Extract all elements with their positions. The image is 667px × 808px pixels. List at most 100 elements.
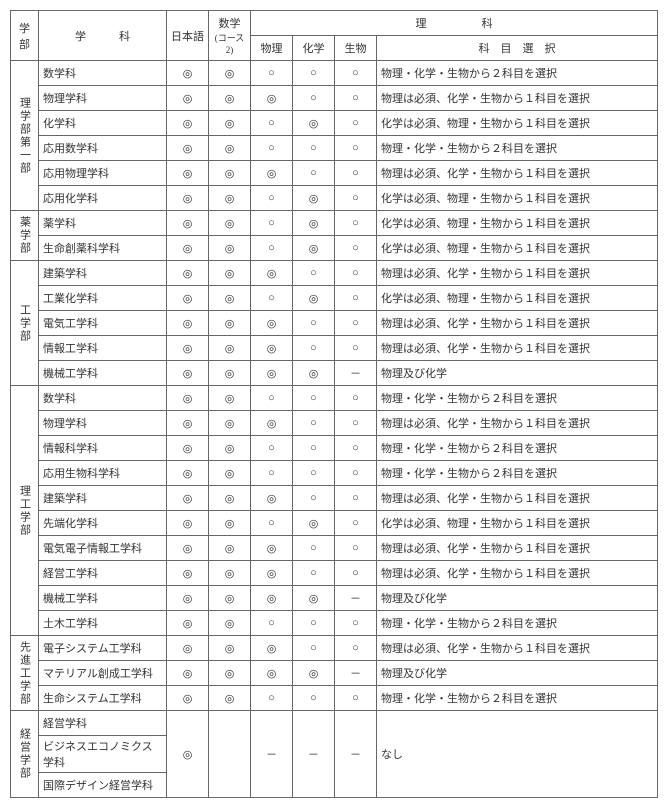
chem-cell: ○	[293, 461, 335, 486]
hdr-math-sub: (コース2)	[215, 33, 245, 55]
bio-cell: －	[335, 361, 377, 386]
math-cell: ◎	[209, 486, 251, 511]
table-row: 経営学部経営学科◎－－－なし	[11, 711, 658, 736]
selection-cell: 化学は必須、物理・生物から１科目を選択	[377, 186, 658, 211]
hdr-selection: 科 目 選 択	[377, 36, 658, 61]
selection-cell: 物理及び化学	[377, 586, 658, 611]
table-row: 生命創薬科学科◎◎○◎○化学は必須、物理・生物から１科目を選択	[11, 236, 658, 261]
bio-cell: ○	[335, 386, 377, 411]
bio-cell: ○	[335, 186, 377, 211]
chem-cell: ○	[293, 311, 335, 336]
dept-cell: 機械工学科	[39, 586, 167, 611]
bio-cell: －	[335, 711, 377, 798]
selection-cell: 物理は必須、化学・生物から１科目を選択	[377, 336, 658, 361]
hdr-math-top: 数学	[219, 18, 241, 30]
jp-cell: ◎	[167, 286, 209, 311]
phy-cell: －	[251, 711, 293, 798]
dept-cell: 電気電子情報工学科	[39, 536, 167, 561]
phy-cell: ◎	[251, 661, 293, 686]
math-cell: ◎	[209, 561, 251, 586]
jp-cell: ◎	[167, 661, 209, 686]
table-row: 応用数学科◎◎○○○物理・化学・生物から２科目を選択	[11, 136, 658, 161]
math-cell: ◎	[209, 611, 251, 636]
jp-cell: ◎	[167, 636, 209, 661]
hdr-math: 数学 (コース2)	[209, 11, 251, 61]
math-cell: ◎	[209, 386, 251, 411]
math-cell: ◎	[209, 436, 251, 461]
selection-cell: 物理は必須、化学・生物から１科目を選択	[377, 86, 658, 111]
bio-cell: ○	[335, 261, 377, 286]
phy-cell: ○	[251, 386, 293, 411]
table-row: 工学部建築学科◎◎◎○○物理は必須、化学・生物から１科目を選択	[11, 261, 658, 286]
jp-cell: ◎	[167, 436, 209, 461]
math-cell: ◎	[209, 511, 251, 536]
selection-cell: 物理及び化学	[377, 361, 658, 386]
chem-cell: ○	[293, 136, 335, 161]
table-row: 薬学部薬学科◎◎○◎○化学は必須、物理・生物から１科目を選択	[11, 211, 658, 236]
chem-cell: ◎	[293, 186, 335, 211]
selection-cell: 物理・化学・生物から２科目を選択	[377, 61, 658, 86]
chem-cell: ○	[293, 86, 335, 111]
bio-cell: ○	[335, 686, 377, 711]
faculty-cell: 経営学部	[11, 711, 39, 798]
bio-cell: ○	[335, 411, 377, 436]
math-cell: ◎	[209, 61, 251, 86]
selection-cell: 物理・化学・生物から２科目を選択	[377, 386, 658, 411]
chem-cell: ○	[293, 161, 335, 186]
chem-cell: ◎	[293, 236, 335, 261]
jp-cell: ◎	[167, 311, 209, 336]
bio-cell: ○	[335, 111, 377, 136]
phy-cell: ○	[251, 611, 293, 636]
math-cell: ◎	[209, 586, 251, 611]
table-row: 先進工学部電子システム工学科◎◎◎○○物理は必須、化学・生物から１科目を選択	[11, 636, 658, 661]
jp-cell: ◎	[167, 261, 209, 286]
bio-cell: ○	[335, 511, 377, 536]
chem-cell: ○	[293, 561, 335, 586]
table-row: 建築学科◎◎◎○○物理は必須、化学・生物から１科目を選択	[11, 486, 658, 511]
jp-cell: ◎	[167, 211, 209, 236]
chem-cell: ◎	[293, 111, 335, 136]
phy-cell: ○	[251, 511, 293, 536]
selection-cell: 物理・化学・生物から２科目を選択	[377, 611, 658, 636]
table-row: 情報工学科◎◎◎○○物理は必須、化学・生物から１科目を選択	[11, 336, 658, 361]
math-cell: ◎	[209, 411, 251, 436]
table-row: 生命システム工学科◎◎○○○物理・化学・生物から２科目を選択	[11, 686, 658, 711]
chem-cell: ○	[293, 261, 335, 286]
math-cell: ◎	[209, 636, 251, 661]
phy-cell: ◎	[251, 336, 293, 361]
bio-cell: ○	[335, 61, 377, 86]
jp-cell: ◎	[167, 111, 209, 136]
dept-cell: 国際デザイン経営学科	[39, 773, 167, 798]
dept-cell: 応用生物科学科	[39, 461, 167, 486]
hdr-department: 学 科	[39, 11, 167, 61]
selection-cell: 物理・化学・生物から２科目を選択	[377, 686, 658, 711]
dept-cell: 数学科	[39, 61, 167, 86]
selection-cell: 化学は必須、物理・生物から１科目を選択	[377, 211, 658, 236]
jp-cell: ◎	[167, 186, 209, 211]
math-cell	[209, 711, 251, 798]
selection-cell: 物理及び化学	[377, 661, 658, 686]
chem-cell: ○	[293, 411, 335, 436]
table-row: 機械工学科◎◎◎◎－物理及び化学	[11, 586, 658, 611]
jp-cell: ◎	[167, 711, 209, 798]
selection-cell: 化学は必須、物理・生物から１科目を選択	[377, 286, 658, 311]
dept-cell: 先端化学科	[39, 511, 167, 536]
hdr-science: 理 科	[251, 11, 658, 36]
chem-cell: ○	[293, 436, 335, 461]
dept-cell: 薬学科	[39, 211, 167, 236]
selection-cell: 物理は必須、化学・生物から１科目を選択	[377, 161, 658, 186]
selection-cell: 物理・化学・生物から２科目を選択	[377, 136, 658, 161]
selection-cell: 物理・化学・生物から２科目を選択	[377, 461, 658, 486]
selection-cell: 物理は必須、化学・生物から１科目を選択	[377, 261, 658, 286]
math-cell: ◎	[209, 336, 251, 361]
bio-cell: ○	[335, 461, 377, 486]
faculty-cell: 工学部	[11, 261, 39, 386]
math-cell: ◎	[209, 536, 251, 561]
phy-cell: ◎	[251, 536, 293, 561]
jp-cell: ◎	[167, 411, 209, 436]
chem-cell: ○	[293, 686, 335, 711]
math-cell: ◎	[209, 111, 251, 136]
jp-cell: ◎	[167, 561, 209, 586]
phy-cell: ○	[251, 111, 293, 136]
math-cell: ◎	[209, 286, 251, 311]
